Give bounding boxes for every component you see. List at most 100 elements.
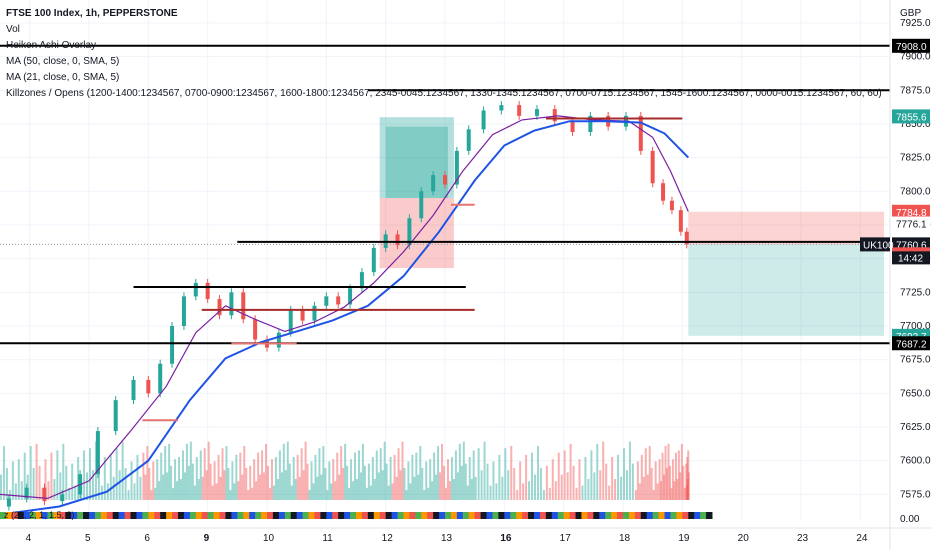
candle-body [638,115,643,151]
indicator-strip-segment [148,512,155,519]
volume-bar [522,483,525,500]
ma50-line [0,120,690,516]
indicator-strip-segment [373,512,381,519]
candle-body [552,109,557,122]
volume-bar [667,443,670,500]
chart-title: FTSE 100 Index, 1h, PEPPERSTONE [6,8,178,19]
volume-bar [308,490,311,500]
volume-bar [20,481,23,500]
volume-bar [446,459,449,500]
volume-bar [86,472,89,500]
volume-bar [393,454,396,500]
legend-ma21[interactable]: MA (21, close, 0, SMA, 5) [6,72,120,83]
indicator-strip-segment [652,512,660,519]
indicator-strip-segment [605,512,612,519]
volume-bar [365,487,368,500]
legend-killzones[interactable]: Killzones / Opens (1200-1400:1234567, 07… [6,88,882,99]
volume-bar [324,468,327,500]
volume-bar [419,446,422,500]
volume-bar [288,463,291,500]
volume-bar [468,457,471,500]
volume-bar [276,479,279,500]
volume-bar [456,472,459,500]
volume-bar [318,448,321,500]
volume-bar [363,465,366,500]
volume-bar [294,479,297,500]
indicator-strip-segment [255,512,262,519]
volume-bar [381,470,384,500]
indicator-strip-segment [302,512,310,519]
candle-body [454,150,459,185]
volume-bar [397,448,400,500]
volume-bar [162,474,165,500]
currency-label: GBP [900,8,921,19]
volume-bar [121,441,124,500]
indicator-strip-segment [249,512,256,519]
volume-bar [243,446,246,500]
volume-bar [316,476,319,500]
indicator-strip-segment [124,512,132,519]
indicator-strip-segment [474,512,482,519]
volume-bar [407,461,410,500]
volume-bar [480,470,483,500]
indicator-strip-segment [278,512,286,519]
price-label: 7784.8 [896,208,927,219]
volume-bar [148,468,151,500]
volume-bar [267,465,269,500]
volume-bar [474,476,477,500]
indicator-strip-segment [272,512,280,519]
volume-bar [68,487,71,500]
volume-bar [320,474,323,500]
volume-bar [605,463,608,500]
candle-body [205,282,210,300]
y-tick-label: 7825.0 [900,153,931,164]
indicator-strip-segment [338,512,345,519]
legend-heiken-ashi[interactable]: Heiken Ashi Overlay [6,40,97,51]
volume-bar [628,441,631,500]
volume-bar [330,483,333,500]
indicator-strip-segment [47,512,54,519]
indicator-strip-segment [219,512,226,519]
indicator-strip-segment [5,512,13,519]
legend-volume[interactable]: Vol [6,24,20,35]
volume-bar [677,450,680,500]
volume-bar [421,468,424,500]
volume-bar [608,485,611,500]
volume-bar [489,485,492,500]
candle-body [407,218,412,246]
indicator-strip-segment [71,512,78,519]
killzone-box [379,198,454,269]
legend-ma50[interactable]: MA (50, close, 0, SMA, 5) [6,56,120,67]
volume-bar [411,454,414,500]
volume-bar [133,483,136,500]
volume-bar [312,483,315,500]
volume-bar [65,465,68,500]
volume-bar [472,450,475,500]
volume-bar [528,481,531,500]
volume-bar [575,487,578,500]
indicator-strip-segment [646,512,654,519]
volume-bar [168,443,171,500]
indicator-strip-segment [118,512,126,519]
candle-body [359,272,364,289]
volume-bar [636,461,639,500]
volume-bar [156,459,159,500]
volume-bar [158,481,161,500]
indicator-strip-segment [445,512,452,519]
volume-bar [179,479,182,500]
price-label-box [892,109,930,124]
volume-bar [450,457,453,500]
indicator-strip-segment [504,512,511,519]
volume-bar [302,470,305,500]
volume-bar [286,441,289,500]
indicator-strip-segment [94,512,102,519]
indicator-strip-segment [551,512,559,519]
candle-body [419,191,424,219]
volume-bar [257,452,260,500]
candle-body [371,247,376,273]
price-axis-background [890,0,932,550]
indicator-strip-segment [427,512,434,519]
volume-bar [545,465,548,500]
volume-bar [136,454,139,500]
